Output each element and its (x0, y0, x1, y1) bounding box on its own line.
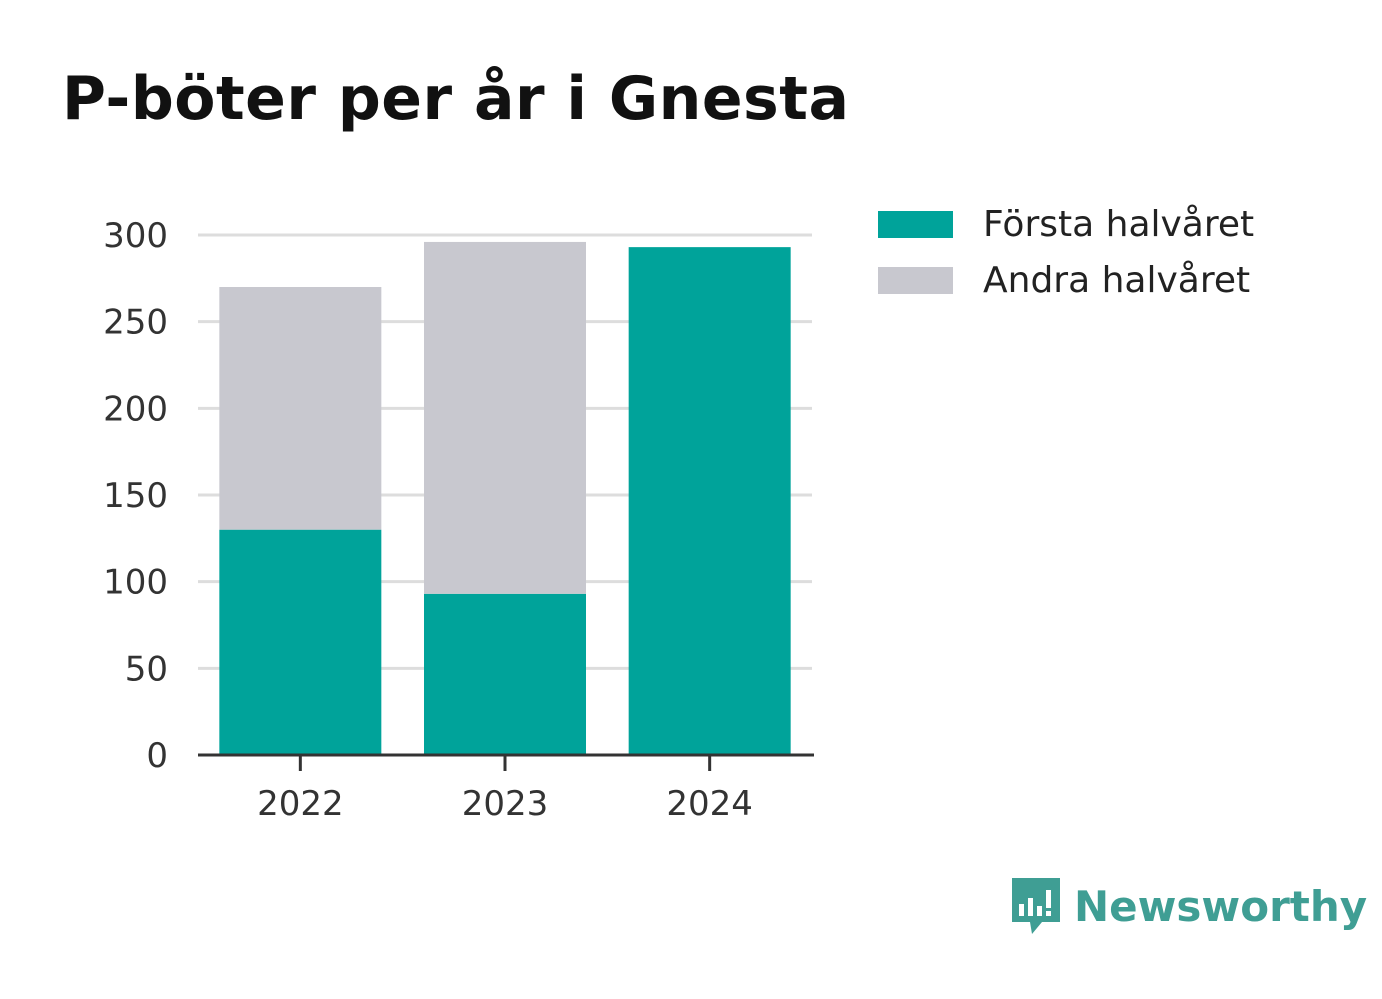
y-tick-label-100: 100 (103, 563, 168, 603)
bar-chart-speech-icon (1012, 878, 1060, 934)
brand-name: Newsworthy (1074, 881, 1368, 931)
brand-logo: Newsworthy (1010, 876, 1367, 936)
y-tick-label-250: 250 (103, 303, 168, 343)
bar-2023-series-0 (424, 593, 586, 755)
legend-label-first-half: Första halvåret (983, 203, 1255, 245)
y-tick-label-300: 300 (103, 216, 168, 256)
y-tick-label-50: 50 (125, 649, 168, 689)
bar-2024-series-0 (628, 247, 791, 755)
axes: 0 50 100 150 200 250 300 2022 2023 2024 (103, 216, 814, 824)
legend: Första halvåret Andra halvåret (878, 196, 1254, 308)
legend-item-second-half: Andra halvåret (878, 252, 1254, 308)
y-tick-label-200: 200 (103, 389, 168, 429)
legend-swatch-first-half (878, 210, 953, 238)
chart-title: P-böter per år i Gnesta (62, 64, 850, 134)
legend-item-first-half: Första halvåret (878, 196, 1254, 252)
y-tick-label-0: 0 (146, 736, 168, 776)
bar-2023-series-1 (424, 241, 586, 594)
x-tick-label-2022: 2022 (257, 784, 344, 824)
x-tick-label-2023: 2023 (462, 784, 549, 824)
bars (219, 241, 791, 755)
legend-swatch-second-half (878, 266, 953, 294)
y-tick-label-150: 150 (103, 476, 168, 516)
legend-label-second-half: Andra halvåret (983, 259, 1251, 301)
x-tick-label-2024: 2024 (666, 784, 753, 824)
bar-2022-series-0 (219, 529, 382, 755)
bar-2022-series-1 (219, 287, 382, 530)
